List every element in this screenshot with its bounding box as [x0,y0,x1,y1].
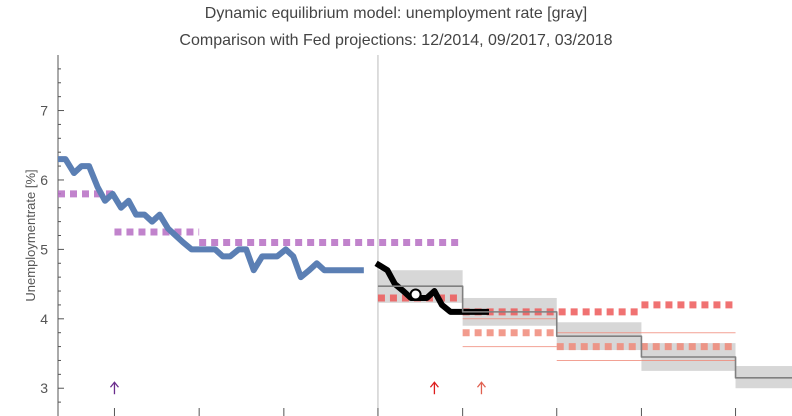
model-band-group [377,270,792,389]
projection-arrow-head [109,381,119,388]
projection-arrow-head [429,381,439,388]
fed-band-group [462,318,736,361]
y-tick-label: 7 [40,103,48,119]
model-line [377,285,792,379]
chart-subtitle: Comparison with Fed projections: 12/2014… [179,32,613,49]
y-tick-label: 3 [40,380,48,396]
y-tick-label: 4 [40,311,48,327]
y-axis-label: Unemploymentrate [%] [23,169,38,301]
annotations [109,288,486,395]
current-marker [409,288,422,301]
y-tick-label: 6 [40,172,48,188]
axes: 3 4 5 6 7 [40,55,737,416]
chart-title: Dynamic equilibrium model: unemployment … [204,5,588,22]
y-tick-label: 5 [40,241,48,257]
projection-arrow-head [476,381,486,388]
data-line [58,156,364,281]
series-lines [58,156,792,379]
